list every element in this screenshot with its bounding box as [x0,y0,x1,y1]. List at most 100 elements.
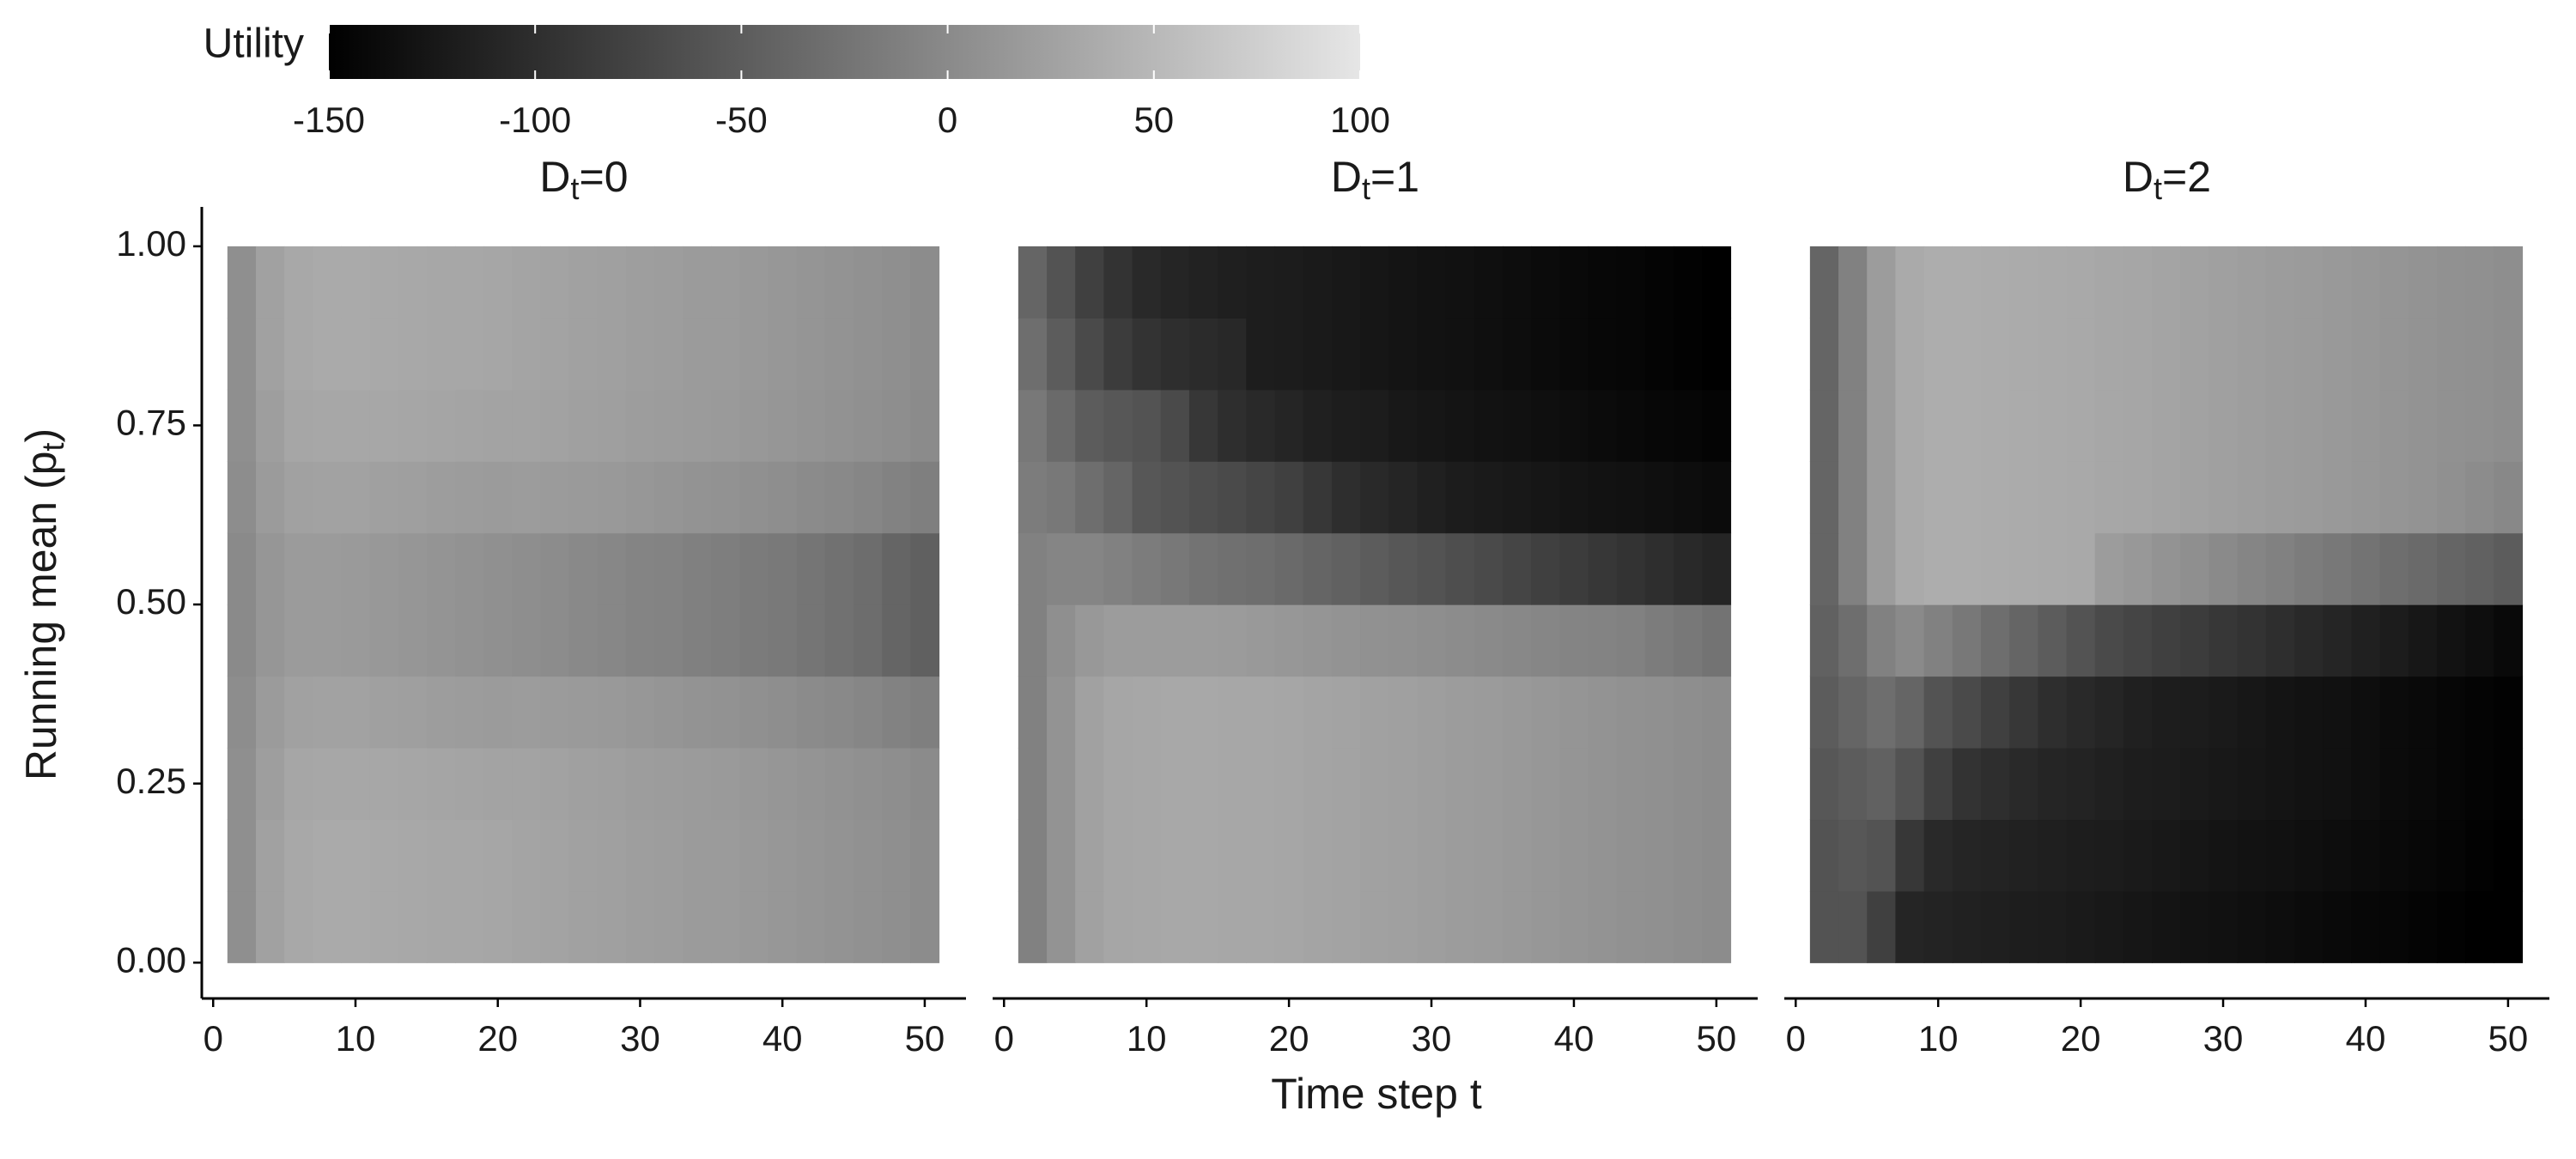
heat-cell [313,604,343,677]
heat-cell [255,461,285,534]
heat-cell [1644,389,1674,462]
heat-cell [2180,389,2210,462]
heat-cell [227,604,257,677]
heat-cell [711,461,741,534]
heat-cell [1417,819,1447,892]
heat-cell [1702,389,1732,462]
heat-cell [796,461,826,534]
heat-cell [768,389,798,462]
heat-cell [455,318,484,391]
heat-cell [1952,676,1982,749]
heat-cell [1246,819,1276,892]
heat-cell [910,747,940,821]
heat-cell [1075,532,1105,605]
heat-cell [1473,890,1504,963]
heat-cell [1674,747,1703,821]
x-tick-label: 30 [2203,1018,2244,1059]
heat-cell [1303,890,1333,963]
heat-cell [1702,532,1732,605]
heat-cell [1588,747,1618,821]
heat-cell [1160,532,1190,605]
heat-cell [1075,819,1105,892]
heat-cell [2094,676,2124,749]
heat-cell [1303,532,1333,605]
heat-cell [1980,532,2010,605]
heat-cell [1103,819,1133,892]
heat-cell [1559,819,1589,892]
heat-cell [1895,747,1925,821]
heat-cell [2180,676,2210,749]
heat-cell [768,461,798,534]
heat-cell [2408,890,2438,963]
heat-cell [1809,604,1839,677]
heat-cell [1218,246,1247,319]
heat-cell [768,676,798,749]
heat-cell [1075,676,1105,749]
heat-cell [1075,604,1105,677]
heat-cell [1809,819,1839,892]
heat-cell [2180,747,2210,821]
heat-cell [1018,604,1048,677]
heat-cell [1702,318,1732,391]
y-axis-label: Running mean (pt) [17,428,70,780]
heat-cell [1952,389,1982,462]
heat-cell [1331,389,1361,462]
heat-cell [654,318,683,391]
x-tick-label: 50 [2488,1018,2529,1059]
heat-cell [683,318,712,391]
y-tick-label: 0.25 [116,761,186,801]
heat-cell [2208,747,2239,821]
heat-cell [2038,604,2068,677]
heat-cell [1980,389,2010,462]
heat-cell [341,461,371,534]
heat-cell [1923,604,1953,677]
heat-cell [1531,246,1560,319]
heat-cell [711,532,741,605]
heat-cell [2294,604,2324,677]
heat-cell [1188,461,1218,534]
heat-cell [1047,890,1076,963]
heat-cell [1980,890,2010,963]
heat-cell [426,461,456,534]
heat-cell [2237,890,2267,963]
heat-cell [1531,532,1560,605]
heat-cell [2294,532,2324,605]
heat-cell [369,461,399,534]
heat-cell [1047,246,1076,319]
heat-cell [2094,747,2124,821]
heat-cell [854,819,883,892]
heat-cell [540,676,570,749]
heat-cell [882,389,911,462]
heat-cell [1075,747,1105,821]
heat-cell [625,819,655,892]
heat-cell [2379,604,2409,677]
heat-cell [512,246,542,319]
heat-cell [2066,890,2096,963]
heat-cell [2094,389,2124,462]
heat-cell [455,819,484,892]
heat-cell [1503,246,1532,319]
heat-cell [2009,246,2038,319]
x-tick-label: 0 [204,1018,223,1059]
heat-cell [1160,890,1190,963]
heat-cell [2379,747,2409,821]
heat-cell [2379,461,2409,534]
heat-cell [625,604,655,677]
heat-cell [1559,890,1589,963]
heat-cell [2009,532,2038,605]
heat-cell [882,246,911,319]
x-tick-label: 30 [620,1018,660,1059]
heat-cell [1360,604,1389,677]
heat-cell [910,890,940,963]
heat-cell [2351,676,2381,749]
heat-cell [2265,747,2295,821]
heat-cell [1559,461,1589,534]
heat-cell [1274,389,1304,462]
heat-cell [2094,890,2124,963]
heat-cell [455,747,484,821]
heat-cell [654,604,683,677]
heat-cell [313,819,343,892]
heat-cell [2237,819,2267,892]
heat-cell [2152,389,2181,462]
heat-cell [227,318,257,391]
